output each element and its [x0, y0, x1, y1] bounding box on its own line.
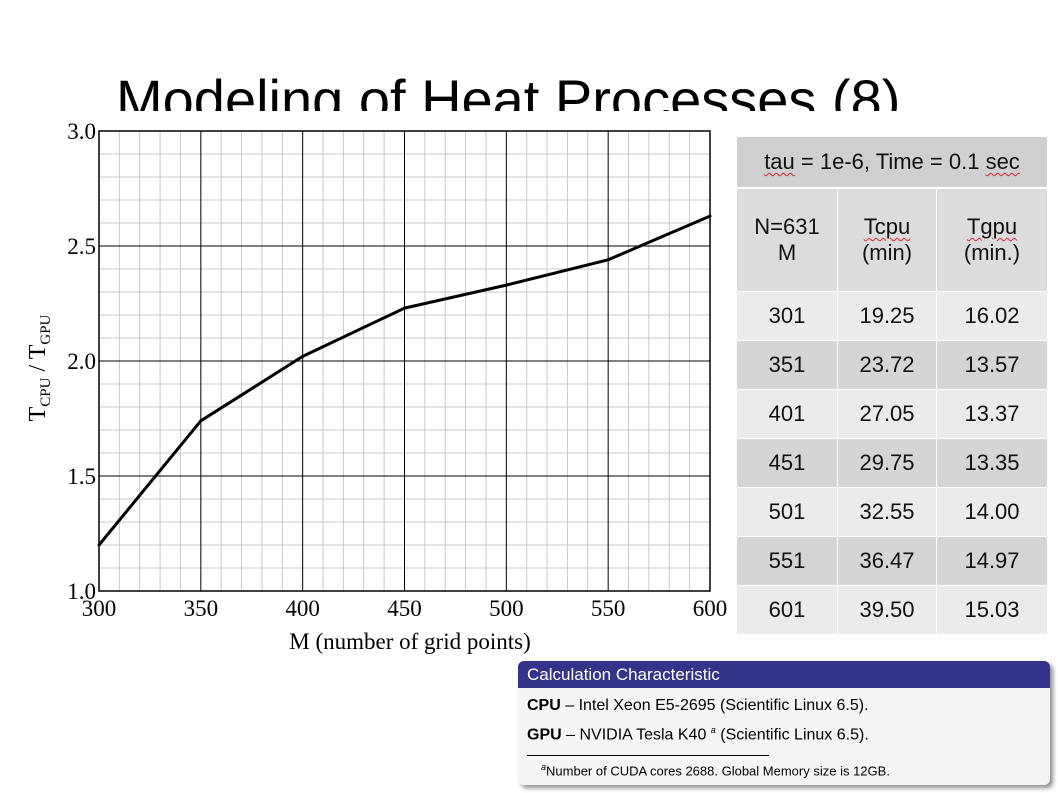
cell-tcpu: 39.50: [837, 585, 937, 635]
header-n-line1: N=631: [754, 214, 820, 239]
x-tick-label: 450: [387, 596, 422, 621]
table-row: 501 32.55 14.00: [736, 487, 1048, 537]
data-point: [97, 543, 101, 547]
caption-sec: sec: [985, 149, 1020, 174]
caption-time: Time = 0.1: [875, 149, 986, 174]
caption-mid: = 1e-6,: [794, 149, 876, 174]
header-n: N=631 M: [736, 187, 838, 292]
table-row: 401 27.05 13.37: [736, 389, 1048, 439]
x-tick-label: 550: [591, 596, 626, 621]
cell-tgpu: 15.03: [936, 585, 1048, 635]
header-tgpu: Tgpu (min.): [936, 187, 1048, 292]
plot-frame: [98, 130, 711, 592]
footnote-separator: [527, 755, 769, 757]
table-row: 451 29.75 13.35: [736, 438, 1048, 488]
table-caption: tau = 1e-6, Time = 0.1 sec: [736, 136, 1048, 189]
gpu-text: – NVIDIA Tesla K40: [561, 726, 711, 744]
table-row: 301 19.25 16.02: [736, 291, 1048, 341]
footnote: aNumber of CUDA cores 2688. Global Memor…: [527, 762, 1041, 778]
slide-title: Modeling of Heat Processes (8): [116, 68, 901, 111]
chart: 1.0 1.5 2.0 2.5 3.0 300 350 400 450 500 550 600 M …: [25, 119, 728, 654]
chart-grid: [98, 130, 711, 592]
y-axis-label-mid: / T: [25, 344, 51, 377]
x-tick-label: 400: [285, 596, 320, 621]
cell-tgpu: 13.37: [936, 389, 1048, 439]
calculation-box-header: Calculation Characteristic: [518, 661, 1050, 688]
cell-tgpu: 16.02: [936, 291, 1048, 341]
x-tick-label: 500: [489, 596, 524, 621]
table-row: 551 36.47 14.97: [736, 536, 1048, 586]
cell-tcpu: 27.05: [837, 389, 937, 439]
data-point: [199, 419, 203, 423]
y-axis-label-sub2: GPU: [38, 314, 54, 344]
x-tick-label: 350: [184, 596, 219, 621]
data-point: [301, 354, 305, 358]
footnote-text: Number of CUDA cores 2688. Global Memory…: [546, 763, 890, 779]
cell-m: 401: [736, 389, 838, 439]
table-row: 601 39.50 15.03: [736, 585, 1048, 635]
data-point: [504, 283, 508, 287]
data-point: [403, 306, 406, 310]
x-axis-label: M (number of grid points): [289, 629, 530, 654]
cell-m: 551: [736, 536, 838, 586]
y-axis-label-sub1: CPU: [38, 377, 54, 406]
cell-tgpu: 13.57: [936, 340, 1048, 390]
cpu-line: CPU – Intel Xeon E5-2695 (Scientific Lin…: [527, 694, 1041, 718]
table-caption-row: tau = 1e-6, Time = 0.1 sec: [736, 136, 1048, 189]
calculation-box-body: CPU – Intel Xeon E5-2695 (Scientific Lin…: [518, 688, 1050, 779]
gpu-footnote-mark: a: [710, 725, 716, 735]
header-n-line2: M: [777, 240, 797, 265]
cpu-label: CPU: [527, 697, 561, 714]
timing-table: tau = 1e-6, Time = 0.1 sec N=631 M Tcpu …: [736, 136, 1048, 635]
y-tick-label: 1.5: [67, 464, 96, 489]
x-tick-label: 600: [693, 596, 728, 621]
y-tick-label: 2.5: [67, 234, 96, 259]
gpu-label: GPU: [527, 726, 562, 744]
cell-tcpu: 29.75: [837, 438, 937, 488]
footnote-mark: a: [541, 762, 547, 773]
cell-tcpu: 19.25: [837, 291, 937, 341]
y-axis-label: TCPU / TGPU: [25, 314, 54, 421]
title-clip: Modeling of Heat Processes (8): [0, 0, 1058, 111]
header-tcpu-line2: (min): [861, 240, 913, 265]
cell-tgpu: 14.00: [936, 487, 1048, 537]
cell-m: 351: [736, 340, 838, 390]
data-point: [708, 214, 712, 218]
cell-m: 601: [736, 585, 838, 635]
table-row: 351 23.72 13.57: [736, 340, 1048, 390]
cell-tcpu: 36.47: [837, 536, 937, 586]
cell-tcpu: 23.72: [837, 340, 937, 390]
cell-m: 301: [736, 291, 838, 341]
y-tick-labels: 1.0 1.5 2.0 2.5 3.0: [67, 119, 96, 604]
cell-tgpu: 13.35: [936, 438, 1048, 488]
series-points: [97, 214, 712, 547]
x-tick-labels: 300 350 400 450 500 550 600: [82, 596, 728, 621]
cell-tcpu: 32.55: [837, 487, 937, 537]
header-tgpu-line2: (min.): [963, 240, 1021, 265]
y-tick-label: 2.0: [67, 349, 96, 374]
data-point: [606, 258, 610, 262]
x-tick-label: 300: [82, 596, 117, 621]
caption-tau: tau: [764, 149, 795, 174]
gpu-text-2: (Scientific Linux 6.5).: [715, 726, 869, 744]
cell-m: 451: [736, 438, 838, 488]
calculation-box: Calculation Characteristic CPU – Intel X…: [518, 661, 1050, 785]
header-tcpu: Tcpu (min): [837, 187, 937, 292]
cpu-text: – Intel Xeon E5-2695 (Scientific Linux 6…: [560, 697, 869, 714]
cell-tgpu: 14.97: [936, 536, 1048, 586]
gpu-line: GPU – NVIDIA Tesla K40 a (Scientific Lin…: [527, 718, 1041, 747]
y-tick-label: 3.0: [67, 119, 96, 144]
header-tcpu-line1: Tcpu: [863, 214, 911, 239]
table-header-row: N=631 M Tcpu (min) Tgpu (min.): [736, 187, 1048, 292]
y-tick-label: 1.0: [67, 579, 96, 604]
cell-m: 501: [736, 487, 838, 537]
header-tgpu-line1: Tgpu: [966, 214, 1018, 239]
y-axis-label-t1: T: [25, 406, 51, 421]
